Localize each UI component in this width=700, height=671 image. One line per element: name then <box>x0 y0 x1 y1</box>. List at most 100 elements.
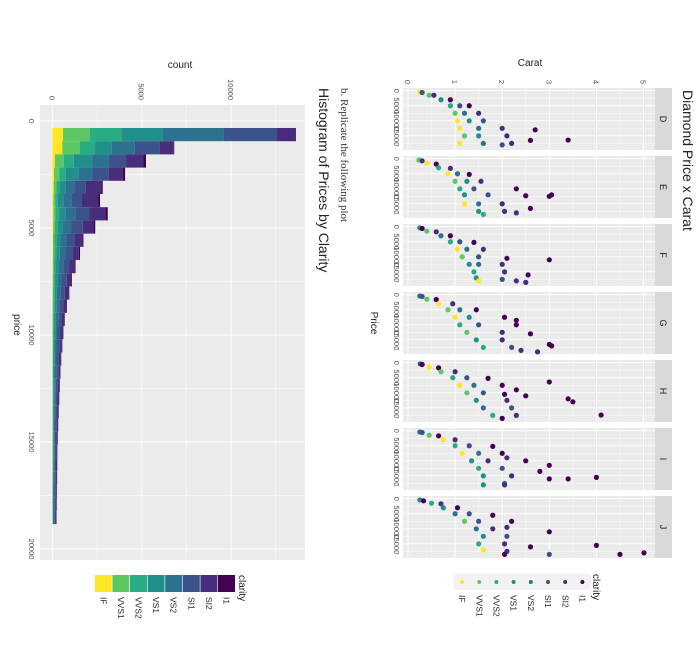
histogram-bar-VS2 <box>92 154 109 168</box>
scatter-point <box>513 387 519 393</box>
scatter-point <box>501 314 508 320</box>
histogram-bar-VVS2 <box>54 233 57 247</box>
facet-strip-label: D <box>658 116 668 123</box>
legend-key-VS2 <box>165 575 183 592</box>
histogram-bar-SI2 <box>56 418 58 432</box>
scatter-point <box>438 501 444 507</box>
scatter-point <box>466 103 472 109</box>
scatter-point <box>452 178 458 184</box>
histogram-bar-VS1 <box>53 431 54 445</box>
histogram-bar-VS2 <box>53 458 55 472</box>
scatter-point <box>457 103 463 109</box>
histogram-bar-SI1 <box>71 193 82 208</box>
histogram-bar-SI2 <box>56 431 58 445</box>
scatter-point <box>426 92 432 98</box>
histogram-bar-VS1 <box>52 484 54 498</box>
histogram-bar-SI2 <box>57 378 60 393</box>
histogram-bar-SI2 <box>159 141 174 155</box>
scatter-point <box>546 476 552 482</box>
histogram-bar-VS2 <box>58 260 64 274</box>
scatter-point <box>499 329 505 335</box>
histogram-bar-VVS1 <box>53 233 55 247</box>
legend-label: I1 <box>578 595 588 602</box>
x-tick-label: 5000 <box>392 97 401 114</box>
x-tick-label: 15000 <box>392 465 401 486</box>
histogram-bar-SI2 <box>57 392 60 406</box>
scatter-point <box>527 544 534 550</box>
scatter-point <box>466 511 472 517</box>
scatter-point <box>461 518 468 524</box>
scatter-point <box>501 269 508 275</box>
histogram-bar-VS1 <box>59 180 66 194</box>
scatter-point <box>480 344 486 350</box>
legend-label: SI1 <box>543 595 553 608</box>
histogram-bar-VS2 <box>53 484 55 498</box>
histogram-bar-VS2 <box>53 431 55 445</box>
panel-background <box>403 428 655 490</box>
scatter-point <box>476 110 482 116</box>
scatter-point <box>476 254 482 260</box>
histogram-bar-VVS1 <box>52 273 54 287</box>
scatter-point <box>464 178 470 184</box>
histogram-bar-VS1 <box>54 299 57 313</box>
histogram-bar-SI2 <box>126 154 144 168</box>
scatter-point <box>440 505 446 511</box>
histogram-bar-SI1 <box>54 471 56 485</box>
scatter-point <box>445 307 451 313</box>
histogram-bar-IF <box>52 127 64 142</box>
y-tick-label: 0 <box>47 96 56 100</box>
histogram-bar-VVS1 <box>52 246 55 261</box>
scatter-point <box>473 307 479 313</box>
histogram-bar-VS1 <box>53 326 56 340</box>
histogram-bar-SI1 <box>75 207 90 221</box>
histogram-bar-IF <box>52 180 54 194</box>
scatter-point <box>593 474 599 480</box>
histogram-bar-IF <box>52 141 63 155</box>
histogram-bar-SI2 <box>55 471 57 485</box>
x-tick-label: 15000 <box>392 261 401 282</box>
scatter-point <box>523 393 529 399</box>
histogram-bar-VVS2 <box>53 312 55 327</box>
histogram-bar-VVS2 <box>52 378 54 393</box>
legend-key-IF <box>460 580 464 584</box>
scatter-point <box>424 228 430 234</box>
histogram-bar-IF <box>52 246 53 261</box>
scatter-point <box>499 415 505 421</box>
scatter-point <box>641 550 647 556</box>
histogram-bar-SI1 <box>57 339 60 353</box>
histogram-bar-VS1 <box>56 233 61 247</box>
scatter-point <box>464 329 470 335</box>
scatter-point <box>565 476 571 482</box>
histogram-bar-VVS2 <box>55 193 58 208</box>
histogram-bar-I1 <box>66 299 67 313</box>
scatter-point <box>452 110 458 116</box>
y-tick-label: 10000 <box>226 79 235 100</box>
histogram-bar-SI2 <box>66 273 72 287</box>
legend-label: VS1 <box>151 597 161 613</box>
x-tick-label: 10000 <box>392 450 401 471</box>
scatter-point <box>461 110 468 116</box>
scatter-point <box>485 458 491 464</box>
scatter-chart: Diamond Price x Carat 050001000015000D05… <box>368 58 696 617</box>
histogram-bar-SI1 <box>54 458 57 472</box>
scatter-point <box>490 512 496 518</box>
histogram-bar-VS2 <box>54 352 57 366</box>
x-tick-label: 5000 <box>392 505 401 522</box>
histogram-bar-VS2 <box>63 193 72 208</box>
legend-label: I1 <box>222 597 232 604</box>
histogram-bar-VVS2 <box>53 260 56 274</box>
section-label: b. Replicate the following plot <box>338 88 350 222</box>
scatter-point <box>480 246 486 252</box>
y-tick-label: 5000 <box>137 83 146 100</box>
x-tick-label: 0 <box>392 157 401 161</box>
histogram-bar-VS1 <box>57 220 64 234</box>
histogram-bar-VS2 <box>53 510 55 525</box>
scatter-point <box>499 450 505 456</box>
scatter-point <box>459 450 465 456</box>
histogram-bar-VS2 <box>55 312 59 327</box>
x-tick-label: 0 <box>392 225 401 229</box>
legend-key-VVS2 <box>130 575 147 592</box>
scatter-point <box>440 437 446 443</box>
histogram-bar-I1 <box>78 246 81 261</box>
x-tick-label: 10000 <box>392 246 401 267</box>
